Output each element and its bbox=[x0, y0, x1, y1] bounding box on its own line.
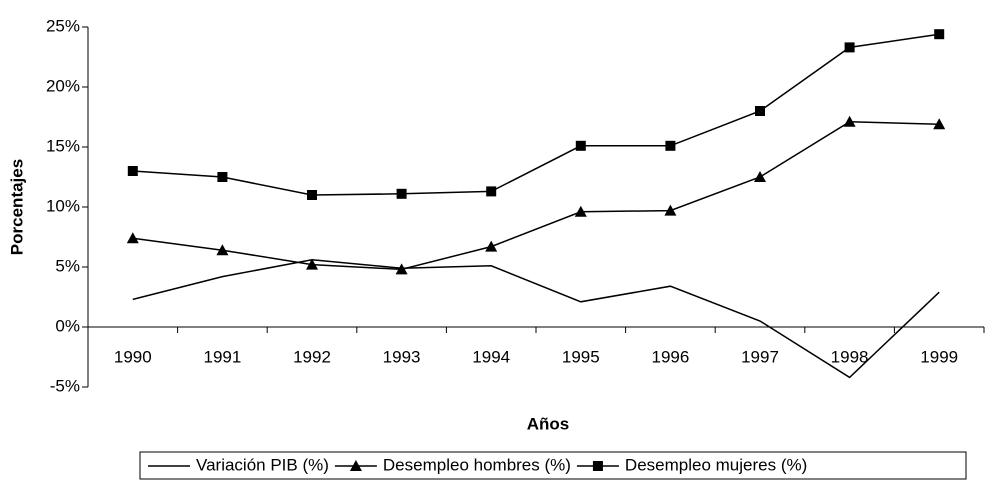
y-tick-label: 20% bbox=[46, 76, 80, 95]
legend-marker bbox=[349, 460, 362, 471]
x-tick-label: 1998 bbox=[831, 347, 869, 366]
y-tick-label: 15% bbox=[46, 136, 80, 155]
data-point bbox=[665, 140, 676, 151]
x-tick-label: 1999 bbox=[920, 347, 958, 366]
data-point bbox=[933, 118, 946, 130]
x-tick-label: 1997 bbox=[741, 347, 779, 366]
data-point bbox=[307, 190, 317, 200]
y-tick-label: 5% bbox=[55, 256, 80, 275]
data-point bbox=[396, 188, 407, 199]
legend-marker bbox=[592, 461, 603, 471]
data-point bbox=[127, 166, 138, 176]
x-tick-label: 1993 bbox=[383, 347, 421, 366]
data-point bbox=[395, 263, 408, 275]
data-point bbox=[306, 258, 318, 270]
y-tick-label: -5% bbox=[50, 376, 80, 395]
data-point bbox=[755, 106, 765, 116]
data-point bbox=[217, 172, 228, 182]
data-point bbox=[216, 244, 229, 256]
x-tick-label: 1992 bbox=[293, 347, 331, 366]
x-tick-label: 1996 bbox=[651, 347, 689, 366]
data-point bbox=[664, 204, 677, 216]
y-tick-label: 25% bbox=[46, 16, 80, 35]
data-point bbox=[126, 232, 139, 244]
y-tick-label: 10% bbox=[46, 196, 80, 215]
data-point bbox=[485, 240, 498, 252]
x-tick-label: 1990 bbox=[114, 347, 152, 366]
data-point bbox=[574, 205, 587, 217]
x-tick-label: 1991 bbox=[203, 347, 241, 366]
legend-label: Variación PIB (%) bbox=[196, 455, 329, 474]
data-point bbox=[486, 186, 497, 197]
data-point bbox=[843, 115, 856, 127]
series-line bbox=[132, 121, 940, 271]
legend-label: Desempleo mujeres (%) bbox=[625, 455, 807, 474]
x-tick-label: 1994 bbox=[472, 347, 510, 366]
data-point bbox=[575, 140, 586, 151]
data-point bbox=[934, 29, 945, 40]
legend-label: Desempleo hombres (%) bbox=[383, 455, 571, 474]
x-axis-title: Años bbox=[527, 414, 570, 433]
x-tick-label: 1995 bbox=[562, 347, 600, 366]
y-tick-label: 0% bbox=[55, 316, 80, 335]
data-point bbox=[844, 42, 855, 53]
data-point bbox=[754, 171, 766, 182]
y-axis-title: Porcentajes bbox=[7, 159, 26, 255]
series-line bbox=[132, 259, 940, 379]
series-line bbox=[132, 33, 940, 196]
legend-box bbox=[139, 451, 967, 480]
